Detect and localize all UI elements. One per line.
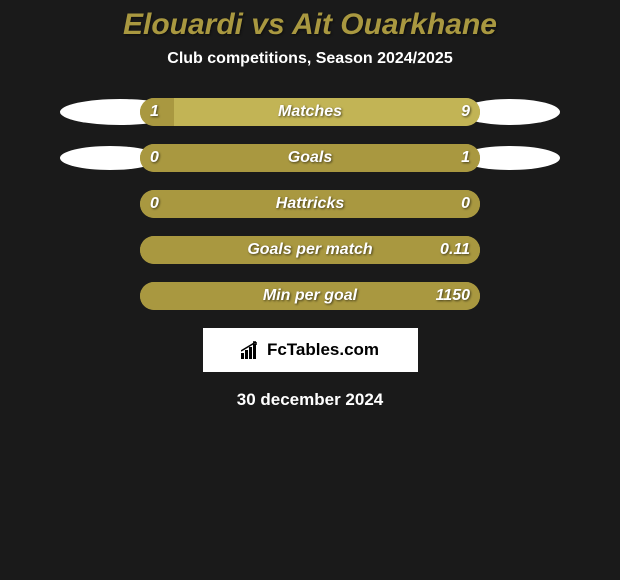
stat-row: Hattricks 0 0 [70, 190, 550, 218]
page-subtitle: Club competitions, Season 2024/2025 [0, 50, 620, 68]
bar-label: Hattricks [276, 195, 344, 213]
chart-bars-icon [241, 341, 263, 359]
value-right: 0.11 [440, 241, 470, 259]
bar-track: Min per goal [140, 282, 480, 310]
bar-track: Hattricks [140, 190, 480, 218]
logo-text: FcTables.com [267, 340, 379, 360]
logo-box: FcTables.com [203, 328, 418, 372]
page-title: Elouardi vs Ait Ouarkhane [0, 0, 620, 42]
value-left: 0 [150, 149, 159, 167]
stat-row: Min per goal 1150 [70, 282, 550, 310]
bar-label: Matches [278, 103, 342, 121]
bar-label: Min per goal [263, 287, 357, 305]
value-right: 1150 [436, 287, 470, 305]
value-right: 0 [461, 195, 470, 213]
bar-track: Goals [140, 144, 480, 172]
logo: FcTables.com [241, 340, 379, 360]
bar-track: Matches [140, 98, 480, 126]
stat-row: Goals 0 1 [70, 144, 550, 172]
bar-label: Goals per match [247, 241, 372, 259]
stats-container: Matches 1 9 Goals 0 1 Hattricks 0 0 Goals per mat… [70, 98, 550, 310]
value-right: 1 [461, 149, 470, 167]
bar-label: Goals [288, 149, 332, 167]
value-right: 9 [461, 103, 470, 121]
stat-row: Goals per match 0.11 [70, 236, 550, 264]
bar-track: Goals per match [140, 236, 480, 264]
value-left: 0 [150, 195, 159, 213]
date-text: 30 december 2024 [0, 390, 620, 410]
stat-row: Matches 1 9 [70, 98, 550, 126]
value-left: 1 [150, 103, 159, 121]
